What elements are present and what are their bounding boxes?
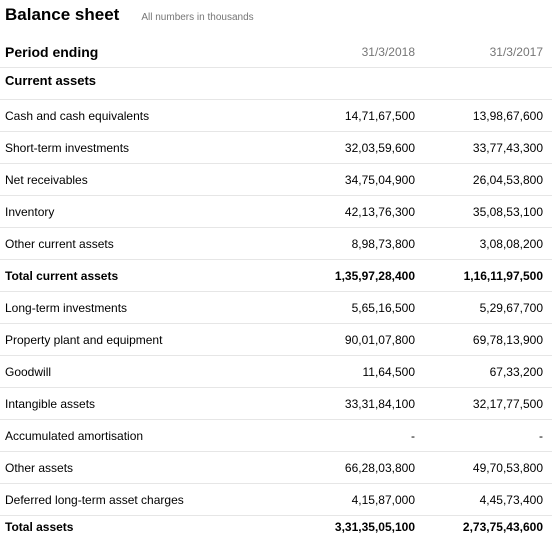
value-2018: 1,35,97,28,400 xyxy=(334,268,415,283)
value-2017: 67,33,200 xyxy=(489,364,543,379)
row-label: Total assets xyxy=(5,520,74,534)
value-2018: 42,13,76,300 xyxy=(344,204,415,219)
table-row: Inventory 42,13,76,300 35,08,53,100 xyxy=(0,196,552,228)
value-2018: 4,15,87,000 xyxy=(351,492,415,507)
value-2018: 90,01,07,800 xyxy=(344,332,415,347)
row-label: Total current assets xyxy=(5,268,119,283)
value-2017: 13,98,67,600 xyxy=(472,108,543,123)
section-label: Current assets xyxy=(5,73,97,88)
balance-sheet-table: Period ending 31/3/2018 31/3/2017 Curren… xyxy=(0,36,552,538)
value-2018: 32,03,59,600 xyxy=(344,140,415,155)
table-row: Net receivables 34,75,04,900 26,04,53,800 xyxy=(0,164,552,196)
row-label: Long-term investments xyxy=(5,300,128,315)
table-row: Long-term investments 5,65,16,500 5,29,67,… xyxy=(0,292,552,324)
row-label: Other current assets xyxy=(5,236,114,251)
value-2017: 33,77,43,300 xyxy=(472,140,543,155)
table-header-row: Period ending 31/3/2018 31/3/2017 xyxy=(0,36,552,68)
row-label: Other assets xyxy=(5,460,74,475)
row-label: Cash and cash equivalents xyxy=(5,108,150,123)
value-2017: 69,78,13,900 xyxy=(472,332,543,347)
value-2018: 34,75,04,900 xyxy=(344,172,415,187)
row-label: Intangible assets xyxy=(5,396,96,411)
value-2017: 26,04,53,800 xyxy=(472,172,543,187)
row-label: Deferred long-term asset charges xyxy=(5,492,184,507)
table-row: Total assets 3,31,35,05,100 2,73,75,43,600 xyxy=(0,516,552,538)
table-row: Short-term investments 32,03,59,600 33,77,… xyxy=(0,132,552,164)
page-title: Balance sheet xyxy=(5,5,120,24)
value-2018: 11,64,500 xyxy=(362,364,416,379)
balance-sheet-header: Balance sheet All numbers in thousands xyxy=(5,5,254,29)
row-label: Accumulated amortisation xyxy=(5,428,144,443)
period-column-header-2018: 31/3/2018 xyxy=(361,44,415,59)
value-2018: 66,28,03,800 xyxy=(344,460,415,475)
table-row: Property plant and equipment 90,01,07,800… xyxy=(0,324,552,356)
row-label: Net receivables xyxy=(5,172,88,187)
row-label: Property plant and equipment xyxy=(5,332,163,347)
table-row: Goodwill 11,64,500 67,33,200 xyxy=(0,356,552,388)
value-2018: 33,31,84,100 xyxy=(344,396,415,411)
period-column-header-2017: 31/3/2017 xyxy=(489,44,543,59)
value-2017: 5,29,67,700 xyxy=(479,300,543,315)
units-note: All numbers in thousands xyxy=(141,12,254,23)
value-2017: 1,16,11,97,500 xyxy=(463,268,543,283)
value-2017: 35,08,53,100 xyxy=(472,204,543,219)
value-2017: 49,70,53,800 xyxy=(472,460,543,475)
table-row: Other assets 66,28,03,800 49,70,53,800 xyxy=(0,452,552,484)
value-2018: 8,98,73,800 xyxy=(351,236,415,251)
table-row: Total current assets 1,35,97,28,400 1,16,1… xyxy=(0,260,552,292)
value-2017: - xyxy=(539,428,543,443)
row-label: Short-term investments xyxy=(5,140,130,155)
section-header-current-assets: Current assets xyxy=(0,68,552,100)
table-row: Cash and cash equivalents 14,71,67,500 13,… xyxy=(0,100,552,132)
table-row: Other current assets 8,98,73,800 3,08,08,2… xyxy=(0,228,552,260)
table-row: Accumulated amortisation - - xyxy=(0,420,552,452)
row-label: Goodwill xyxy=(5,364,52,379)
table-row: Deferred long-term asset charges 4,15,87,… xyxy=(0,484,552,516)
value-2018: 5,65,16,500 xyxy=(351,300,415,315)
value-2017: 32,17,77,500 xyxy=(472,396,543,411)
value-2017: 4,45,73,400 xyxy=(479,492,543,507)
value-2018: - xyxy=(411,428,415,443)
value-2018: 14,71,67,500 xyxy=(344,108,415,123)
value-2017: 3,08,08,200 xyxy=(479,236,543,251)
period-ending-label: Period ending xyxy=(5,43,99,60)
table-row: Intangible assets 33,31,84,100 32,17,77,50… xyxy=(0,388,552,420)
value-2017: 2,73,75,43,600 xyxy=(462,520,543,534)
row-label: Inventory xyxy=(5,204,55,219)
value-2018: 3,31,35,05,100 xyxy=(334,520,415,534)
